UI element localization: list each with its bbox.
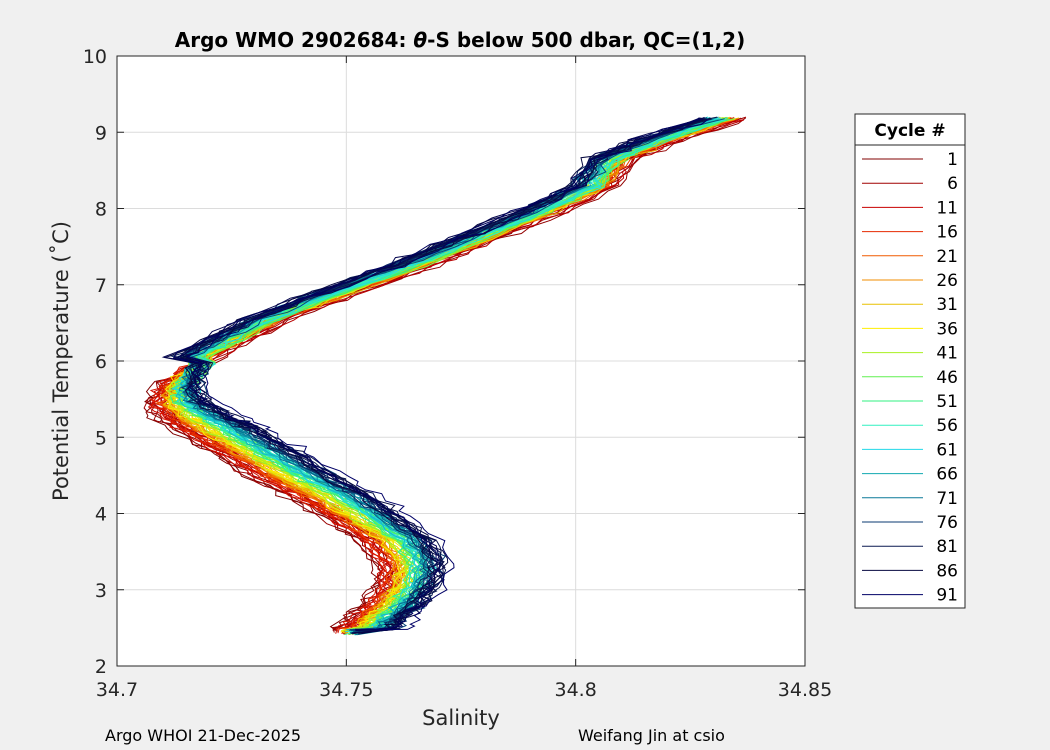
y-tick-label: 5: [95, 427, 107, 449]
chart-title: Argo WMO 2902684: θ-S below 500 dbar, QC…: [175, 28, 745, 52]
legend-label-51: 51: [936, 392, 958, 412]
profile-line-cycle-18: [160, 118, 739, 630]
legend-label-76: 76: [936, 513, 958, 533]
legend-box: [854, 113, 966, 609]
legend-label-16: 16: [936, 223, 958, 243]
y-tick-label: 6: [95, 351, 107, 373]
legend: Cycle # 16111621263136414651566166717681…: [854, 113, 966, 609]
grid-lines: [117, 56, 805, 666]
y-tick-label: 7: [95, 275, 107, 297]
profile-line-cycle-90: [172, 117, 701, 630]
legend-label-26: 26: [936, 271, 958, 291]
profile-line-cycle-87: [181, 118, 706, 635]
profile-series: [143, 116, 747, 636]
x-tick-label: 34.85: [778, 679, 832, 701]
legend-label-81: 81: [936, 537, 958, 557]
legend-label-56: 56: [936, 416, 958, 436]
footer-left: Argo WHOI 21-Dec-2025: [105, 726, 302, 745]
legend-label-66: 66: [936, 465, 958, 485]
legend-label-1: 1: [947, 150, 958, 170]
axis-ticks: 34.7 34.75 34.8 34.85 2 3 4 5 6 7 8 9 10: [83, 46, 832, 701]
x-tick-label: 34.7: [96, 679, 138, 701]
legend-label-6: 6: [947, 174, 958, 194]
y-tick-label: 10: [83, 46, 107, 68]
y-axis-label: Potential Temperature (˚C): [49, 221, 73, 501]
y-tick-label: 4: [95, 504, 107, 526]
legend-label-71: 71: [936, 489, 958, 509]
legend-title: Cycle #: [874, 121, 945, 141]
y-tick-label: 3: [95, 580, 107, 602]
x-tick-label: 34.75: [319, 679, 373, 701]
y-tick-label: 8: [95, 199, 107, 221]
profile-line-cycle-33: [178, 118, 736, 635]
profile-line-cycle-89: [175, 118, 704, 632]
y-tick-label: 2: [95, 656, 107, 678]
footer-right: Weifang Jin at csio: [578, 726, 725, 745]
legend-label-41: 41: [936, 344, 958, 364]
legend-label-21: 21: [936, 247, 958, 267]
profile-line-cycle-82: [185, 118, 712, 634]
legend-label-61: 61: [936, 440, 958, 460]
x-axis-label: Salinity: [422, 706, 500, 730]
legend-label-91: 91: [936, 586, 958, 606]
y-tick-label: 9: [95, 122, 107, 144]
x-tick-label: 34.8: [555, 679, 597, 701]
profile-line-cycle-91: [185, 118, 709, 631]
legend-label-31: 31: [936, 295, 958, 315]
legend-label-11: 11: [936, 198, 958, 218]
legend-label-46: 46: [936, 368, 958, 388]
legend-label-86: 86: [936, 561, 958, 581]
legend-label-36: 36: [936, 319, 958, 339]
